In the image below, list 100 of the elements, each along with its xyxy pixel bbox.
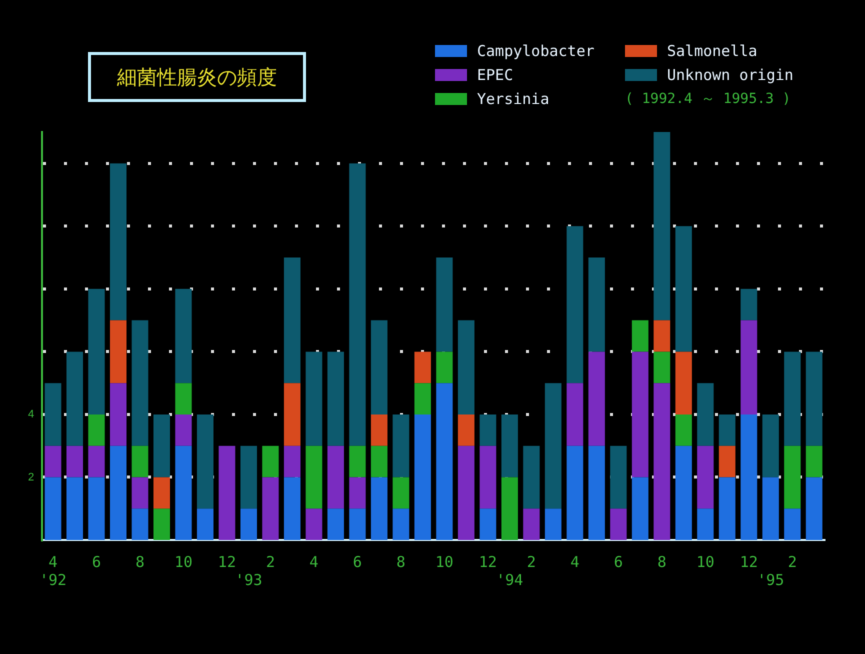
bar	[240, 446, 257, 509]
bar	[544, 508, 562, 540]
bar	[132, 320, 148, 446]
bar	[675, 226, 692, 352]
bar	[88, 477, 105, 540]
bar	[370, 477, 388, 540]
bar	[654, 352, 670, 384]
bar	[327, 508, 344, 540]
x-tick-label: 6	[352, 552, 362, 571]
legend-label: Unknown origin	[667, 66, 794, 84]
bar	[566, 446, 584, 540]
bar	[392, 414, 410, 478]
bar	[718, 446, 736, 478]
x-tick-label: 10	[696, 552, 714, 571]
bar	[196, 508, 214, 540]
bar	[153, 477, 170, 509]
bar	[349, 446, 366, 478]
bar	[88, 414, 105, 446]
bar	[697, 383, 714, 446]
bar	[218, 446, 236, 540]
bar	[306, 352, 322, 446]
bar	[66, 477, 83, 540]
bar	[284, 477, 300, 540]
bar	[480, 446, 496, 509]
bar	[632, 352, 648, 478]
bar	[66, 352, 83, 446]
bar	[436, 352, 453, 384]
bar	[153, 508, 170, 540]
bar	[610, 508, 627, 540]
bar	[784, 446, 801, 509]
bar	[632, 477, 648, 540]
x-tick-label: 8	[396, 552, 406, 571]
bar	[675, 446, 692, 540]
bar	[284, 383, 300, 446]
chart-title: 細菌性腸炎の頻度	[88, 52, 306, 102]
bar	[654, 383, 670, 540]
bar	[523, 446, 540, 509]
bar	[370, 446, 388, 478]
bar	[110, 163, 126, 320]
x-tick-label: 6	[614, 552, 623, 571]
legend-label: Salmonella	[667, 42, 758, 60]
legend-label: Campylobacter	[477, 42, 594, 60]
x-tick-label: 2	[266, 552, 275, 571]
bar	[414, 383, 431, 414]
bar	[414, 352, 431, 384]
bar	[480, 508, 496, 540]
bar	[349, 508, 366, 540]
bar	[806, 352, 822, 446]
bar	[44, 446, 62, 478]
bar	[718, 414, 736, 446]
bar	[480, 414, 496, 446]
legend-label: Yersinia	[477, 90, 550, 108]
bar	[240, 508, 257, 540]
x-tick-label: 12	[478, 552, 497, 571]
bar	[175, 446, 192, 540]
bar	[784, 508, 801, 540]
bar	[153, 414, 170, 478]
bar	[88, 288, 105, 414]
x-tick-label: 6	[92, 552, 101, 571]
bar	[588, 352, 605, 446]
bar	[436, 383, 453, 540]
x-tick-label: '93	[235, 570, 262, 589]
bar	[327, 352, 344, 446]
bar	[88, 446, 105, 478]
bar	[718, 477, 736, 540]
bar	[132, 508, 148, 540]
bar	[740, 288, 758, 320]
bar	[762, 414, 779, 478]
bar	[806, 477, 822, 540]
bar	[501, 477, 518, 540]
bar	[610, 446, 627, 509]
bar	[544, 383, 562, 509]
x-tick-label: '95	[757, 570, 784, 589]
bar	[349, 163, 366, 446]
bar	[762, 477, 779, 540]
bar	[66, 446, 83, 478]
bar	[501, 414, 518, 478]
bar	[436, 258, 453, 352]
x-tick-label: 10	[174, 552, 193, 571]
bar	[632, 320, 648, 352]
bar	[175, 383, 192, 414]
chart-subtitle: ( 1992.4 ～ 1995.3 )	[625, 90, 792, 108]
bar	[44, 477, 62, 540]
bar	[458, 320, 474, 414]
bar	[392, 477, 410, 509]
bar	[349, 477, 366, 509]
bar	[262, 477, 279, 540]
bar	[175, 288, 192, 384]
x-tick-label: 8	[135, 552, 144, 571]
x-tick-label: 12	[218, 552, 236, 571]
bar	[306, 446, 322, 509]
bar	[806, 446, 822, 478]
bar	[654, 132, 670, 320]
bar	[110, 383, 126, 446]
bar	[44, 383, 62, 446]
bar	[697, 508, 714, 540]
bar	[132, 477, 148, 509]
bar	[654, 320, 670, 352]
legend-label: EPEC	[477, 66, 514, 84]
x-tick-label: 12	[740, 552, 758, 571]
